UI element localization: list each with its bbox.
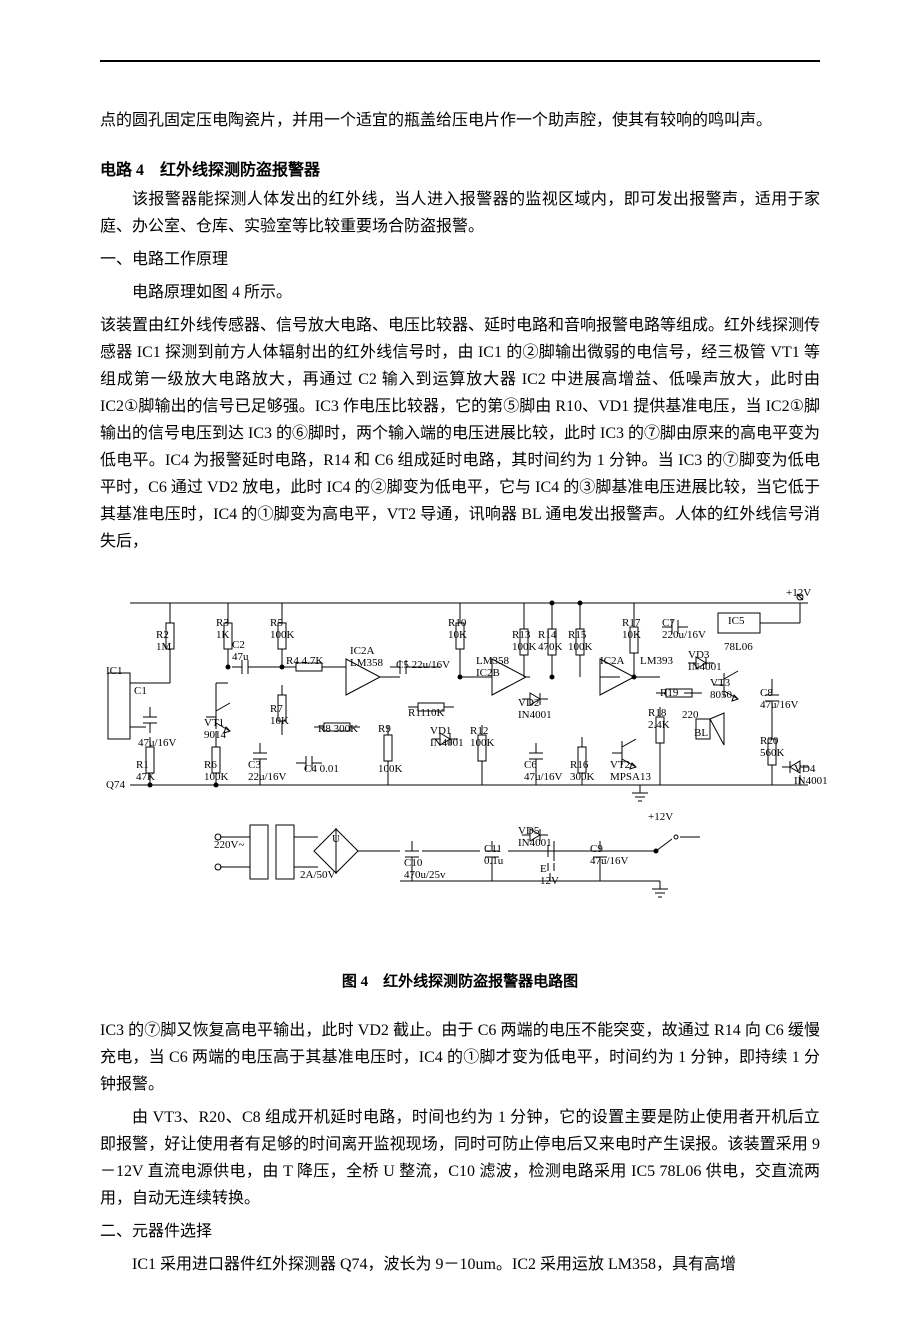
- schematic-label: R12100K: [470, 725, 494, 749]
- circuit-schematic-figure: R31K R5100K R1010K R13100KR14470KR15100K R17…: [100, 567, 820, 952]
- paragraph-3: 电路原理如图 4 所示。: [100, 279, 820, 306]
- schematic-label: R13100K: [512, 629, 536, 653]
- paragraph-2: 一、电路工作原理: [100, 246, 820, 273]
- schematic-label: C7220u/16V: [662, 617, 706, 641]
- schematic-label: R9: [378, 723, 391, 735]
- schematic-label: E12V: [540, 863, 559, 887]
- schematic-label: VD2IN4001: [518, 697, 552, 721]
- paragraph-1: 该报警器能探测人体发出的红外线，当人进入报警器的监视区域内，即可发出报警声，适用…: [100, 186, 820, 240]
- schematic-label: R1110K: [408, 707, 444, 719]
- schematic-label: R21M: [156, 629, 171, 653]
- schematic-label: IC1: [106, 665, 123, 677]
- schematic-label: R1010K: [448, 617, 467, 641]
- schematic-label: C5 22u/16V: [396, 659, 450, 671]
- schematic-label: VT2MPSA13: [610, 759, 651, 783]
- schematic-label: 220: [682, 709, 699, 721]
- schematic-label: VD5IN4001: [518, 825, 552, 849]
- schematic-label: C322u/16V: [248, 759, 287, 783]
- lead-paragraph: 点的圆孔固定压电陶瓷片，并用一个适宜的瓶盖给压电片作一个助声腔，使其有较响的鸣叫…: [100, 107, 820, 134]
- schematic-label: 220V~: [214, 839, 244, 851]
- schematic-label: VD1IN4001: [430, 725, 464, 749]
- schematic-label: R5100K: [270, 617, 294, 641]
- paragraph-5: IC3 的⑦脚又恢复高电平输出，此时 VD2 截止。由于 C6 两端的电压不能突…: [100, 1017, 820, 1098]
- schematic-label: R19: [660, 687, 678, 699]
- schematic-label: R31K: [216, 617, 229, 641]
- schematic-label: 2A/50V: [300, 869, 335, 881]
- schematic-label: C647u/16V: [524, 759, 563, 783]
- paragraph-8: IC1 采用进口器件红外探测器 Q74，波长为 9－10um。IC2 采用运放 …: [100, 1251, 820, 1278]
- schematic-label: C4 0.01: [304, 763, 339, 775]
- schematic-label: R16300K: [570, 759, 594, 783]
- schematic-label: IC5: [728, 615, 745, 627]
- schematic-label: C1: [134, 685, 147, 697]
- schematic-label: C10470u/25v: [404, 857, 446, 881]
- schematic-label: C110.1u: [484, 843, 503, 867]
- figure-4-caption: 图 4 红外线探测防盗报警器电路图: [100, 970, 820, 991]
- schematic-label: BL: [694, 727, 708, 739]
- schematic-label: C947u/16V: [590, 843, 629, 867]
- schematic-label: VD4IN4001: [794, 763, 828, 787]
- paragraph-6: 由 VT3、R20、C8 组成开机延时电路，时间也约为 1 分钟，它的设置主要是…: [100, 1104, 820, 1212]
- schematic-label: R147K: [136, 759, 155, 783]
- schematic-label: 47u/16V: [138, 737, 177, 749]
- schematic-label: R15100K: [568, 629, 592, 653]
- schematic-label: +12V: [648, 811, 673, 823]
- paragraph-4: 该装置由红外线传感器、信号放大电路、电压比较器、延时电路和音响报警电路等组成。红…: [100, 312, 820, 555]
- schematic-label: C247u: [232, 639, 249, 663]
- schematic-label: R6100K: [204, 759, 228, 783]
- section-4-title: 电路 4 红外线探测防盗报警器: [100, 156, 820, 180]
- schematic-label: 100K: [378, 763, 402, 775]
- schematic-label: Q74: [106, 779, 125, 791]
- paragraph-7: 二、元器件选择: [100, 1218, 820, 1245]
- schematic-label: VT38050: [710, 677, 732, 701]
- document-page: 点的圆孔固定压电陶瓷片，并用一个适宜的瓶盖给压电片作一个助声腔，使其有较响的鸣叫…: [0, 0, 920, 1344]
- schematic-label: R710K: [270, 703, 289, 727]
- schematic-label: R20560K: [760, 735, 784, 759]
- schematic-label: R182.4K: [648, 707, 670, 731]
- schematic-label: LM393: [640, 655, 673, 667]
- schematic-label: VD3IN4001: [688, 649, 722, 673]
- schematic-label: IC2ALM358: [350, 645, 383, 669]
- schematic-label: IC2A: [600, 655, 624, 667]
- schematic-label: U: [332, 833, 340, 845]
- page-top-rule: [100, 60, 820, 62]
- schematic-label: +12V: [786, 587, 811, 599]
- schematic-label: 78L06: [724, 641, 753, 653]
- schematic-label: VT19014: [204, 717, 226, 741]
- schematic-label: R1710K: [622, 617, 641, 641]
- schematic-label: R4 4.7K: [286, 655, 323, 667]
- schematic-label: R14470K: [538, 629, 562, 653]
- schematic-label: R8 300K: [318, 723, 358, 735]
- schematic-label: LM358IC2B: [476, 655, 509, 679]
- schematic-label: C847u/16V: [760, 687, 799, 711]
